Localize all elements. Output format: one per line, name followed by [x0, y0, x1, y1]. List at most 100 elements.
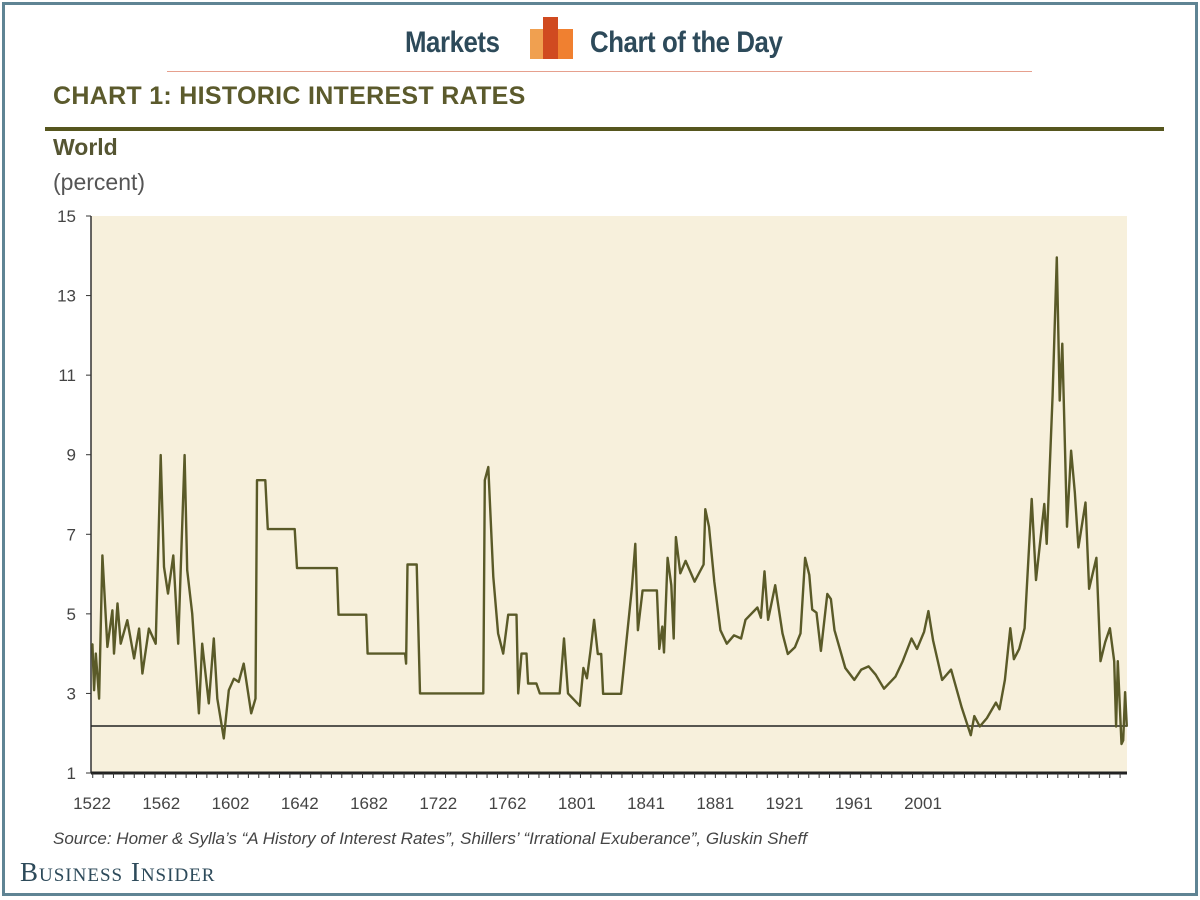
data-point	[336, 567, 338, 569]
data-point	[177, 643, 179, 645]
data-point	[875, 674, 877, 676]
data-point	[1109, 627, 1111, 629]
data-point	[133, 657, 135, 660]
data-point	[756, 606, 758, 609]
x-tick-label: 1562	[142, 794, 180, 813]
data-point	[787, 653, 789, 655]
header-divider	[167, 71, 1032, 72]
data-point	[148, 627, 150, 630]
data-point	[419, 692, 421, 695]
data-point	[641, 589, 644, 591]
data-point	[973, 715, 975, 717]
data-point	[868, 665, 870, 667]
data-point	[138, 627, 140, 630]
x-tick-label: 1642	[281, 794, 319, 813]
data-point	[484, 479, 486, 481]
data-point	[979, 725, 981, 728]
data-point	[1095, 557, 1097, 559]
y-tick-label: 5	[67, 605, 76, 624]
data-point	[902, 660, 904, 662]
data-point	[563, 637, 565, 640]
data-point	[91, 643, 93, 645]
data-point	[833, 629, 836, 631]
data-point	[296, 567, 298, 569]
data-point	[582, 667, 585, 669]
data-point	[404, 653, 406, 655]
x-tick-label: 1841	[627, 794, 665, 813]
data-point	[233, 678, 235, 680]
data-point	[1031, 498, 1033, 500]
data-point	[804, 557, 806, 559]
data-point	[760, 617, 762, 619]
data-point	[634, 543, 636, 545]
data-point	[1004, 679, 1006, 681]
data-point	[703, 563, 705, 566]
series-line-world-interest-rate	[91, 256, 1128, 746]
x-tick-label: 1921	[766, 794, 804, 813]
data-point	[673, 637, 675, 640]
data-point	[713, 581, 715, 583]
chart-title: CHART 1: HISTORIC INTEREST RATES	[53, 82, 526, 110]
data-point	[1113, 660, 1115, 662]
x-tick-label: 1722	[419, 794, 457, 813]
data-point	[95, 653, 97, 655]
data-point	[894, 676, 897, 678]
data-point	[254, 698, 257, 700]
data-point	[586, 677, 588, 679]
data-point	[579, 705, 581, 707]
data-point	[853, 679, 855, 681]
data-point	[525, 653, 528, 655]
data-point	[497, 632, 499, 634]
data-point	[1061, 343, 1063, 345]
data-point	[1074, 491, 1076, 493]
data-point	[733, 634, 735, 636]
data-point	[141, 672, 143, 675]
data-point	[826, 593, 828, 595]
data-point	[808, 574, 810, 576]
data-point	[656, 589, 658, 591]
source-note: Source: Homer & Sylla’s “A History of In…	[53, 829, 807, 848]
data-point	[744, 619, 747, 621]
data-point	[201, 643, 203, 645]
data-point	[932, 639, 934, 642]
data-point	[155, 643, 157, 645]
data-point	[593, 619, 595, 621]
data-point	[126, 619, 128, 621]
data-point	[927, 610, 930, 612]
data-point	[1046, 543, 1048, 545]
data-point	[567, 692, 569, 695]
y-axis-label: (percent)	[53, 169, 146, 195]
data-point	[694, 581, 696, 583]
x-tick-label: 1801	[558, 794, 596, 813]
x-tick-label: 1881	[696, 794, 734, 813]
data-point	[365, 614, 367, 616]
data-point	[160, 454, 162, 456]
data-point	[264, 479, 266, 481]
y-tick-label: 11	[58, 366, 76, 385]
data-point	[916, 648, 918, 650]
data-point	[950, 668, 952, 671]
data-point	[661, 625, 663, 628]
data-point	[191, 612, 193, 615]
data-point	[405, 662, 407, 665]
data-point	[740, 637, 742, 640]
data-point	[1124, 691, 1126, 693]
data-point	[970, 734, 972, 736]
x-tick-label: 1682	[350, 794, 388, 813]
x-tick-label: 1522	[73, 794, 111, 813]
y-tick-label: 7	[67, 525, 76, 544]
data-point	[670, 584, 672, 586]
data-point	[183, 454, 186, 456]
data-point	[658, 648, 660, 650]
data-point	[1059, 400, 1061, 402]
data-point	[1066, 526, 1068, 528]
data-point	[620, 693, 622, 695]
data-point	[186, 569, 188, 571]
data-point	[1070, 450, 1072, 452]
data-point	[294, 528, 296, 530]
data-point	[167, 592, 169, 595]
data-point	[1104, 641, 1106, 643]
data-point	[250, 712, 252, 714]
